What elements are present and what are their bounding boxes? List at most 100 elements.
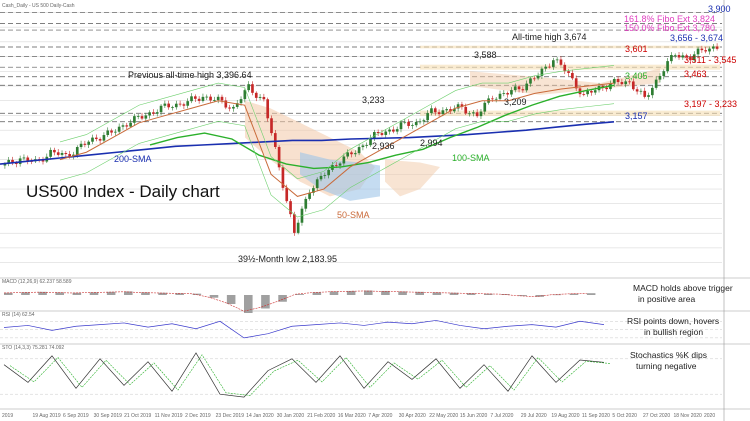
sto-note-line2: turning negative [636,361,697,371]
candle-body [342,156,346,164]
macd-histogram-bar [158,292,167,295]
level-label-3405: 3,405 [625,71,648,81]
macd-histogram-bar [432,292,442,295]
candle-body [277,146,281,168]
candle-body [193,96,197,99]
candle-body [243,90,247,100]
candle-body [449,109,452,112]
candle-body [689,56,692,61]
candle-body [635,89,639,92]
candle-body [628,81,631,83]
candle-body [247,84,250,91]
x-axis-date-label: 30 Sep 2019 [94,413,123,419]
candle-body [136,116,140,117]
candle-body [197,98,201,101]
candle-body [612,78,616,84]
candle-body [418,121,422,123]
macd-histogram-bar [449,292,459,295]
candle-body [605,87,608,90]
x-axis-date-label: 15 Jun 2020 [460,413,488,419]
candle-body [350,152,353,155]
macd-histogram-bar [4,292,13,295]
candle-body [498,93,502,99]
candle-body [148,112,151,116]
x-axis-date-label: 5 Oct 2020 [612,413,637,419]
macd-histogram-bar [466,293,476,295]
level-label-3656-3674: 3,656 - 3,674 [670,33,723,43]
candle-body [639,90,643,92]
candle-body [483,102,487,112]
x-axis-date-label: 21 Oct 2019 [124,413,151,419]
sto-header: STO (14,3,3) 75.281 74.092 [2,345,64,351]
candle-body [708,48,711,52]
candle-body [53,149,56,153]
candle-body [155,112,159,114]
label-100-sma: 100-SMA [452,153,490,163]
candle-body [159,105,163,113]
candle-body [692,54,696,61]
x-axis-date-label: 6 Sep 2019 [63,413,89,419]
candle-body [548,66,551,68]
candle-body [456,104,460,109]
macd-note-line1: MACD holds above trigger [633,283,733,293]
rsi-note-line2: in bullish region [644,327,703,337]
macd-histogram-bar [72,292,82,295]
macd-histogram-bar [141,292,150,295]
x-axis-date-label: 30 Apr 2020 [399,413,426,419]
candle-body [529,78,532,84]
candle-body [56,152,60,155]
macd-histogram-bar [244,295,253,313]
candle-body [79,143,83,148]
candle-body [178,103,182,105]
macd-histogram-bar [55,292,64,295]
candle-body [228,107,231,109]
candle-body [392,129,395,132]
candle-body [551,60,555,67]
candle-body [673,54,677,56]
x-axis-date-label: 16 Mar 2020 [338,413,366,419]
label-200-sma: 200-SMA [114,154,152,164]
x-axis-date-label: 19 Aug 2019 [33,413,61,419]
candle-body [582,94,586,95]
macd-histogram-bar [295,294,304,295]
macd-histogram-bar [346,290,356,295]
macd-histogram-bar [261,295,270,309]
candle-body [68,154,71,157]
candle-body [380,133,384,135]
annotation-ath: All-time high 3,674 [512,32,587,42]
level-label-3157: 3,157 [625,111,648,121]
candle-body [411,125,414,126]
candle-body [631,81,635,90]
candle-body [662,71,666,76]
level-label-3601: 3,601 [625,44,648,54]
candle-body [472,112,475,114]
macd-header: MACD (12,26,9) 62.237 58.589 [2,279,72,285]
candle-body [666,61,669,72]
candle-body [475,112,479,117]
candle-body [232,106,235,109]
x-axis-date-label: 18 Nov 2020 [673,413,702,419]
candle-body [574,78,578,89]
candle-body [319,175,323,180]
candle-body [376,132,380,134]
candle-body [437,112,441,115]
candle-body [540,68,544,76]
candle-body [106,130,110,136]
candle-body [685,55,688,57]
x-axis-date-label: 7 Jul 2020 [490,413,513,419]
candle-body [49,149,52,157]
candle-body [98,139,102,141]
level-label-3900: 3,900 [708,4,731,14]
macd-histogram-bar [89,292,99,295]
candle-body [239,99,243,104]
x-axis-date-label: 2 Dec 2019 [185,413,211,419]
candle-body [174,103,178,108]
candle-body [464,106,468,114]
macd-histogram-bar [586,293,596,295]
candle-body [171,107,174,109]
candle-body [125,125,129,127]
candle-body [494,98,498,100]
macd-histogram-bar [415,291,424,295]
